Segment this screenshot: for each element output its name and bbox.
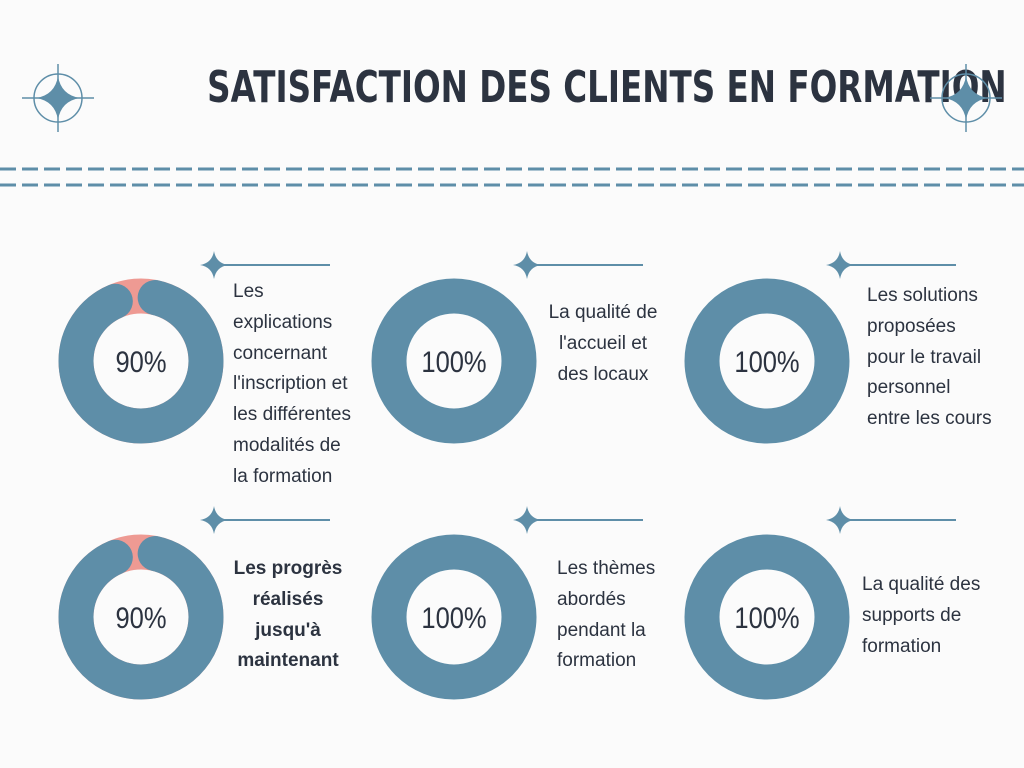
- donut-value-label-2: 100%: [421, 345, 486, 378]
- donut-value-arc-4: [58, 534, 224, 700]
- sparkle-line-icon: [200, 251, 330, 279]
- donut-4: 90%: [58, 534, 224, 700]
- donut-5: 100%: [371, 534, 537, 700]
- sparkle-line-icon: [826, 251, 956, 279]
- sparkle-line-icon: [826, 506, 956, 534]
- donut-value-label-1: 90%: [115, 345, 166, 378]
- compass-star-icon: [22, 64, 94, 132]
- donut-value-arc-1: [58, 278, 224, 444]
- sparkle-line-icon: [200, 506, 330, 534]
- donut-1: 90%: [58, 278, 224, 444]
- donut-value-label-5: 100%: [421, 601, 486, 634]
- card-label-solutions: Les solutions proposées pour le travail …: [867, 285, 992, 430]
- card-label-themes: Les thèmes abordés pendant la formation: [557, 558, 656, 672]
- dashed-divider: [0, 167, 1024, 187]
- donut-remainder-4: [58, 534, 224, 700]
- donut-value-label-4: 90%: [115, 601, 166, 634]
- donut-2: 100%: [371, 278, 537, 444]
- sparkle-line-icon: [513, 251, 643, 279]
- donut-value-label-3: 100%: [734, 345, 799, 378]
- donut-6: 100%: [684, 534, 850, 700]
- card-label-accueil: La qualité de l'accueil et des locaux: [548, 302, 658, 385]
- donut-3: 100%: [684, 278, 850, 444]
- page-title: SATISFACTION DES CLIENTS EN FORMATION: [207, 62, 1007, 113]
- donut-value-arc-5: [371, 534, 537, 700]
- card-label-inscription: Les explications concernant l'inscriptio…: [233, 281, 351, 487]
- donut-value-arc-3: [684, 278, 850, 444]
- donut-value-arc-6: [684, 534, 850, 700]
- donut-remainder-1: [58, 278, 224, 444]
- sparkle-line-icon: [513, 506, 643, 534]
- card-label-progres: Les progrès réalisés jusqu'à maintenant: [233, 558, 343, 672]
- compass-star-icon: [930, 64, 1002, 132]
- donut-value-label-6: 100%: [734, 601, 799, 634]
- card-label-supports: La qualité des supports de formation: [862, 574, 981, 657]
- donut-value-arc-2: [371, 278, 537, 444]
